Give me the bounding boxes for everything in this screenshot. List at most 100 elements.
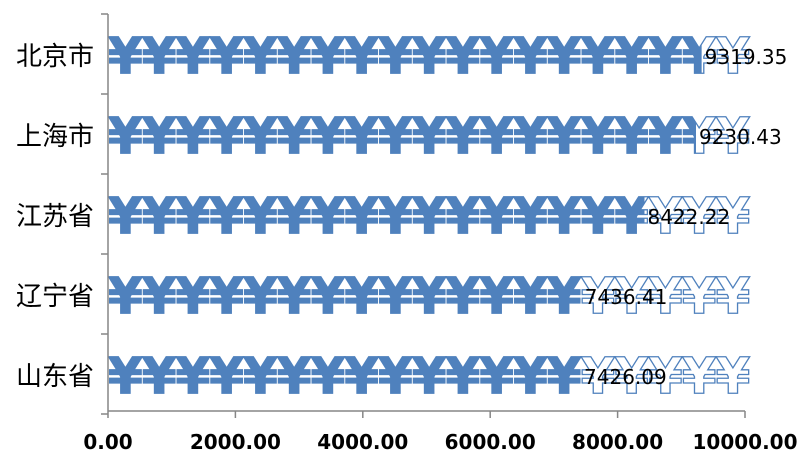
symbol-filled: ¥: [142, 267, 177, 325]
symbol-filled: ¥: [648, 107, 683, 165]
symbol-filled: ¥: [176, 187, 211, 245]
symbol-filled: ¥: [378, 27, 413, 85]
symbol-outline: ¥: [479, 347, 514, 405]
symbol-outline: ¥: [277, 347, 312, 405]
symbol-outline: ¥: [547, 187, 582, 245]
symbol-outline: ¥: [176, 27, 211, 85]
symbol-outline: ¥: [682, 27, 717, 85]
symbol-outline: ¥: [344, 267, 379, 325]
data-label: 7436.41: [585, 285, 668, 309]
symbol-filled: ¥: [412, 27, 447, 85]
symbol-outline: ¥: [243, 187, 278, 245]
labels-layer: 北京市 9319.35 上海市 9230.43 江苏省 8422.22 辽宁省 7436.41…: [16, 42, 787, 392]
symbol-filled: ¥: [344, 107, 379, 165]
symbol-outline: ¥: [479, 27, 514, 85]
symbol-outline: ¥: [682, 187, 717, 245]
symbol-filled: ¥: [277, 347, 312, 405]
symbol-filled: ¥: [243, 27, 278, 85]
symbol-filled: ¥: [142, 187, 177, 245]
symbol-filled: ¥: [581, 267, 616, 325]
symbol-outline: ¥: [581, 27, 616, 85]
symbol-outline: ¥: [479, 267, 514, 325]
symbol-outline: ¥: [311, 347, 346, 405]
symbol-filled: ¥: [243, 267, 278, 325]
symbol-filled: ¥: [176, 347, 211, 405]
symbol-outline: ¥: [378, 27, 413, 85]
symbol-outline: ¥: [176, 187, 211, 245]
symbol-outline: ¥: [209, 347, 244, 405]
symbol-filled: ¥: [108, 187, 143, 245]
symbol-filled: ¥: [412, 187, 447, 245]
bar: ¥¥¥¥¥¥¥¥¥¥¥¥¥¥¥¥¥¥¥¥¥¥¥¥¥¥¥¥¥¥¥¥¥¥¥¥¥¥: [107, 266, 751, 325]
symbol-outline: ¥: [108, 347, 143, 405]
symbol-outline: ¥: [614, 187, 649, 245]
symbol-outline: ¥: [547, 107, 582, 165]
symbol-filled: ¥: [176, 267, 211, 325]
symbol-outline: ¥: [648, 107, 683, 165]
x-tick-label: 0.00: [83, 430, 132, 454]
symbol-outline: ¥: [446, 187, 481, 245]
symbol-filled: ¥: [243, 187, 278, 245]
symbol-outline: ¥: [277, 27, 312, 85]
symbol-outline: ¥: [547, 347, 582, 405]
symbol-outline: ¥: [614, 267, 649, 325]
symbol-outline: ¥: [277, 107, 312, 165]
symbol-filled: ¥: [209, 267, 244, 325]
symbol-filled: ¥: [446, 107, 481, 165]
symbol-filled: ¥: [277, 187, 312, 245]
symbol-outline: ¥: [243, 347, 278, 405]
symbol-outline: ¥: [581, 267, 616, 325]
symbol-outline: ¥: [446, 107, 481, 165]
symbol-outline: ¥: [344, 187, 379, 245]
symbol-outline: ¥: [479, 107, 514, 165]
symbol-filled: ¥: [547, 107, 582, 165]
symbol-outline: ¥: [108, 27, 143, 85]
symbol-outline: ¥: [682, 107, 717, 165]
symbol-outline: ¥: [513, 27, 548, 85]
symbol-filled: ¥: [648, 27, 683, 85]
symbol-filled: ¥: [446, 267, 481, 325]
symbol-outline: ¥: [682, 267, 717, 325]
symbol-outline: ¥: [108, 267, 143, 325]
symbol-filled: ¥: [311, 267, 346, 325]
symbol-outline: ¥: [243, 107, 278, 165]
symbol-outline: ¥: [446, 347, 481, 405]
symbol-outline: ¥: [513, 187, 548, 245]
symbol-outline: ¥: [648, 347, 683, 405]
symbol-filled: ¥: [378, 107, 413, 165]
symbol-outline: ¥: [209, 27, 244, 85]
symbol-outline: ¥: [614, 347, 649, 405]
symbol-filled: ¥: [547, 267, 582, 325]
symbol-outline: ¥: [378, 267, 413, 325]
symbol-filled: ¥: [108, 267, 143, 325]
symbol-filled: ¥: [547, 187, 582, 245]
symbol-outline: ¥: [412, 267, 447, 325]
symbol-filled: ¥: [277, 27, 312, 85]
symbol-outline: ¥: [716, 27, 751, 85]
x-tick-label: 10000.00: [692, 430, 797, 454]
symbol-outline: ¥: [547, 27, 582, 85]
bar: ¥¥¥¥¥¥¥¥¥¥¥¥¥¥¥¥¥¥¥¥¥¥¥¥¥¥¥¥¥¥¥¥¥¥¥¥¥¥: [107, 346, 751, 405]
symbol-filled: ¥: [142, 347, 177, 405]
symbol-filled: ¥: [479, 267, 514, 325]
bar-outline-symbols: ¥¥¥¥¥¥¥¥¥¥¥¥¥¥¥¥¥¥¥: [107, 266, 751, 325]
x-tick-label: 4000.00: [317, 430, 408, 454]
symbol-outline: ¥: [648, 267, 683, 325]
symbol-outline: ¥: [479, 187, 514, 245]
symbol-outline: ¥: [716, 187, 751, 245]
symbol-outline: ¥: [344, 27, 379, 85]
symbol-filled: ¥: [209, 347, 244, 405]
symbol-filled: ¥: [682, 107, 717, 165]
symbol-filled: ¥: [682, 27, 717, 85]
symbol-outline: ¥: [513, 347, 548, 405]
symbol-filled: ¥: [243, 107, 278, 165]
symbol-outline: ¥: [378, 347, 413, 405]
symbol-filled: ¥: [412, 107, 447, 165]
symbol-outline: ¥: [446, 267, 481, 325]
symbol-filled: ¥: [209, 107, 244, 165]
symbol-filled: ¥: [412, 267, 447, 325]
data-label: 9230.43: [699, 125, 782, 149]
symbol-filled: ¥: [581, 107, 616, 165]
symbol-filled: ¥: [446, 347, 481, 405]
symbol-filled: ¥: [513, 347, 548, 405]
